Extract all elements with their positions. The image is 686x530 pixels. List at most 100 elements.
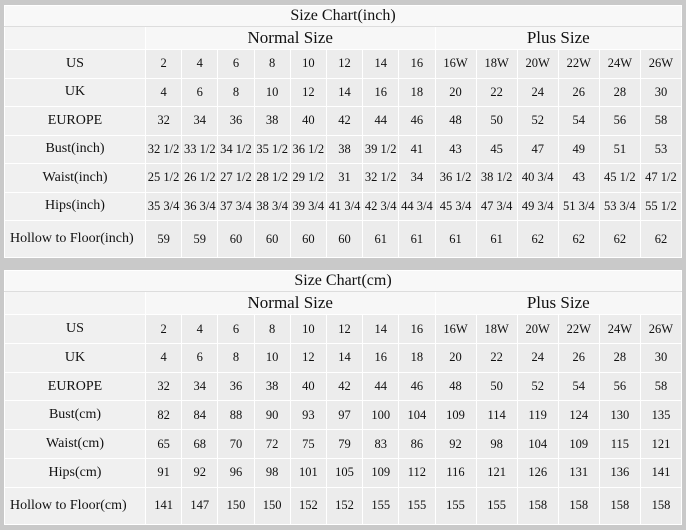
table-cell: 12 <box>325 49 364 79</box>
table-cell: 155 <box>362 486 400 526</box>
table-cell: 62 <box>516 220 559 258</box>
table-cell: 61 <box>434 220 477 258</box>
table-cell: 18 <box>398 343 436 373</box>
table-cell: 20W <box>516 314 559 345</box>
table-cell: 16W <box>434 49 477 79</box>
row-label: UK <box>4 343 146 373</box>
table-cell: 24W <box>598 314 641 345</box>
table-cell: 38 <box>253 106 291 136</box>
table-cell: 100 <box>362 400 400 431</box>
table-cell: 115 <box>598 429 641 459</box>
table-cell: 36 1/2 <box>434 163 477 193</box>
table-cell: 51 <box>598 134 641 164</box>
table-cell: 141 <box>144 486 183 526</box>
table-cell: 155 <box>434 486 477 526</box>
size-table: Size Chart(inch) Normal Size Plus Size US 2 4… <box>4 5 683 258</box>
table-cell: 45 <box>475 134 518 164</box>
table-cell: 49 <box>557 134 600 164</box>
size-table: Size Chart(cm) Normal Size Plus Size US 2 4 6 8… <box>4 269 683 526</box>
table-cell: 10 <box>253 343 291 373</box>
table-cell: 18W <box>475 49 518 79</box>
table-cell: 25 1/2 <box>144 163 183 193</box>
table-cell: 61 <box>475 220 518 258</box>
table-cell: 14 <box>325 77 364 107</box>
table-cell: 48 <box>434 371 477 402</box>
table-row: Waist(cm) 65 68 70 72 75 79 83 86 92 98 104 109 115 12… <box>4 429 683 459</box>
table-cell: 92 <box>181 457 219 488</box>
table-cell: 55 1/2 <box>639 191 683 221</box>
table-cell: 158 <box>639 486 683 526</box>
table-cell: 50 <box>475 106 518 136</box>
table-cell: 34 <box>398 163 436 193</box>
table-cell: 109 <box>362 457 400 488</box>
header-blank <box>4 26 146 50</box>
table-cell: 116 <box>434 457 477 488</box>
table-cell: 114 <box>475 400 518 431</box>
table-cell: 98 <box>253 457 291 488</box>
table-cell: 155 <box>475 486 518 526</box>
row-label: Hips(cm) <box>4 457 146 488</box>
table-cell: 112 <box>398 457 436 488</box>
table-cell: 62 <box>598 220 641 258</box>
table-cell: 22 <box>475 77 518 107</box>
table-cell: 35 3/4 <box>144 191 183 221</box>
table-cell: 47 3/4 <box>475 191 518 221</box>
table-row: Bust(inch) 32 1/2 33 1/2 34 1/2 35 1/2 36 1/2… <box>4 134 683 164</box>
table-cell: 124 <box>557 400 600 431</box>
table-cell: 79 <box>325 429 364 459</box>
table-cell: 56 <box>598 371 641 402</box>
table-cell: 32 1/2 <box>362 163 400 193</box>
table-cell: 47 <box>516 134 559 164</box>
row-label: Waist(cm) <box>4 429 146 459</box>
table-cell: 20 <box>434 77 477 107</box>
table-cell: 62 <box>639 220 683 258</box>
table-cell: 53 <box>639 134 683 164</box>
table-cell: 38 <box>325 134 364 164</box>
table-cell: 58 <box>639 106 683 136</box>
table-cell: 28 1/2 <box>253 163 291 193</box>
table-cell: 12 <box>289 343 327 373</box>
table-cell: 70 <box>217 429 255 459</box>
table-row: US 2 4 6 8 10 12 14 16 16W 18W 20W 22W 24W 26W <box>4 49 683 79</box>
table-cell: 32 <box>144 106 183 136</box>
header-blank <box>4 291 146 316</box>
table-cell: 98 <box>475 429 518 459</box>
table-cell: 48 <box>434 106 477 136</box>
table-cell: 24 <box>516 343 559 373</box>
table-cell: 61 <box>362 220 400 258</box>
table-cell: 33 1/2 <box>181 134 219 164</box>
table-cell: 104 <box>398 400 436 431</box>
table-cell: 44 <box>362 106 400 136</box>
table-cell: 86 <box>398 429 436 459</box>
table-cell: 10 <box>289 314 327 345</box>
row-label: Bust(inch) <box>4 134 146 164</box>
table-cell: 47 1/2 <box>639 163 683 193</box>
table-cell: 22W <box>557 314 600 345</box>
table-cell: 18W <box>475 314 518 345</box>
row-label: Hollow to Floor(cm) <box>4 486 146 526</box>
size-chart-cm: Size Chart(cm) Normal Size Plus Size US 2 4 6 8… <box>4 269 683 526</box>
table-cell: 121 <box>475 457 518 488</box>
table-cell: 34 <box>181 371 219 402</box>
table-cell: 26W <box>639 49 683 79</box>
table-cell: 32 <box>144 371 183 402</box>
table-cell: 44 <box>362 371 400 402</box>
table-cell: 152 <box>325 486 364 526</box>
table-cell: 39 1/2 <box>362 134 400 164</box>
row-label: Hips(inch) <box>4 191 146 221</box>
table-cell: 6 <box>217 314 255 345</box>
table-cell: 40 3/4 <box>516 163 559 193</box>
table-cell: 40 <box>289 106 327 136</box>
table-cell: 158 <box>516 486 559 526</box>
table-cell: 26 <box>557 77 600 107</box>
table-cell: 83 <box>362 429 400 459</box>
table-cell: 126 <box>516 457 559 488</box>
table-cell: 26 <box>557 343 600 373</box>
table-cell: 36 3/4 <box>181 191 219 221</box>
table-cell: 45 3/4 <box>434 191 477 221</box>
chart-title: Size Chart(inch) <box>4 5 682 27</box>
table-cell: 14 <box>362 49 400 79</box>
chart-title: Size Chart(cm) <box>4 269 682 293</box>
table-row: US 2 4 6 8 10 12 14 16 16W 18W 20W 22W 24W 26W <box>4 314 683 345</box>
table-row: Hollow to Floor(cm) 141 147 150 150 152 152 155… <box>4 486 683 526</box>
